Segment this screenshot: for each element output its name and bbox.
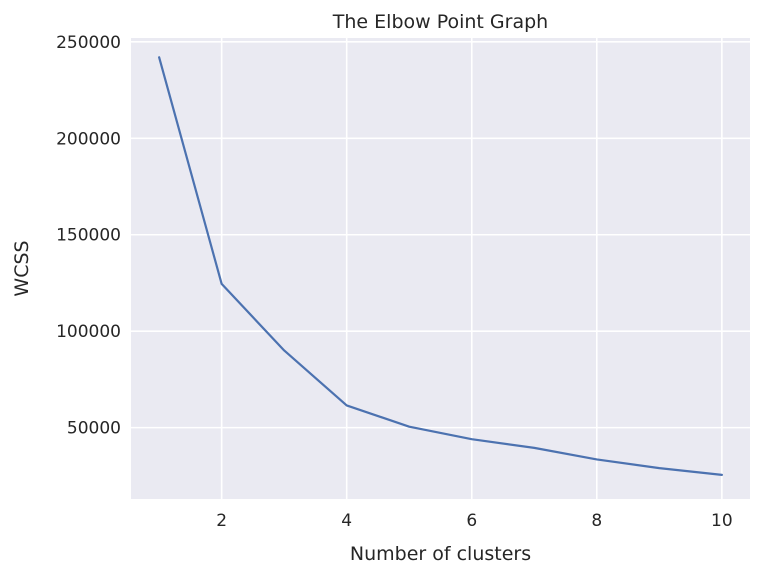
x-tick-label-8: 8: [591, 511, 602, 531]
y-tick-label-200000: 200000: [56, 129, 121, 149]
x-tick-label-6: 6: [466, 511, 477, 531]
y-tick-label-100000: 100000: [56, 322, 121, 342]
x-tick-label-4: 4: [341, 511, 352, 531]
plot-area: [131, 38, 750, 499]
x-axis-label: Number of clusters: [350, 543, 531, 565]
y-gridlines: [131, 41, 750, 429]
y-axis-label: WCSS: [11, 240, 33, 296]
x-gridlines: [220, 38, 723, 499]
x-tick-labels: 2 4 6 8 10: [216, 511, 732, 531]
y-tick-label-250000: 250000: [56, 33, 121, 53]
y-tick-label-150000: 150000: [56, 226, 121, 246]
x-tick-label-10: 10: [711, 511, 733, 531]
x-tick-label-2: 2: [216, 511, 227, 531]
y-tick-label-50000: 50000: [67, 419, 121, 439]
series-layer: [158, 56, 723, 476]
y-tick-labels: 50000 100000 150000 200000 250000: [56, 33, 121, 439]
series-line-0: [158, 56, 723, 476]
chart-title: The Elbow Point Graph: [332, 11, 548, 33]
